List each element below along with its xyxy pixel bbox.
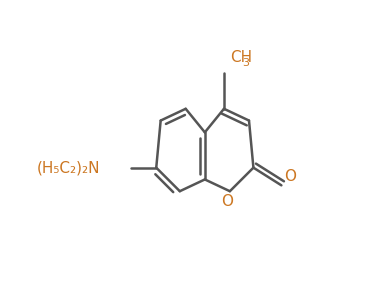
Text: O: O	[284, 169, 296, 184]
Text: O: O	[221, 194, 233, 209]
Text: CH: CH	[230, 50, 252, 64]
Text: 3: 3	[242, 58, 249, 68]
Text: (H₅C₂)₂N: (H₅C₂)₂N	[37, 160, 100, 175]
